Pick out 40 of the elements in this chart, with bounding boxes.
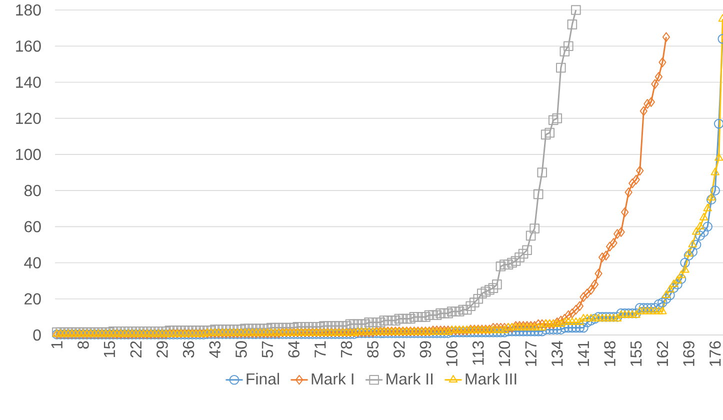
x-tick-label: 120 [498,341,510,366]
x-tick-label: 113 [472,341,484,365]
y-tick-label: 180 [16,4,41,16]
x-tick-label: 15 [104,341,116,358]
y-tick-label: 140 [16,76,41,88]
y-tick-label: 80 [24,184,41,196]
x-tick-label: 57 [262,341,274,358]
x-tick-label: 127 [525,341,536,366]
x-tick-label: 36 [182,341,194,358]
x-tick-label: 106 [446,341,458,366]
x-tick-label: 29 [156,341,168,358]
y-tick-label: 160 [16,40,41,52]
y-tick-label: 0 [33,329,41,341]
x-tick-label: 141 [578,341,589,366]
x-tick-label: 155 [630,341,642,366]
x-tick-label: 148 [604,341,616,366]
x-tick-label: 169 [683,341,694,366]
x-tick-label: 43 [209,341,220,358]
x-tick-label: 78 [340,341,352,358]
x-tick-label: 8 [78,341,89,349]
legend-label: Mark I [312,372,354,385]
legend-label: Mark II [386,372,433,385]
y-tick-label: 20 [24,293,41,305]
x-tick-label: 64 [288,340,300,358]
x-tick-label: 134 [551,340,563,366]
x-tick-label: 50 [236,341,247,358]
x-tick-label: 99 [420,341,432,358]
x-tick-label: 22 [130,341,142,358]
y-tick-label: 120 [16,112,41,124]
y-tick-label: 40 [24,257,41,268]
legend-label: Final [246,372,279,385]
x-tick-label: 162 [656,341,668,366]
legend-label: Mark III [466,372,516,385]
x-tick-label: 92 [394,341,405,358]
x-tick-label: 176 [709,341,721,366]
y-tick-label: 60 [24,221,41,232]
x-tick-label: 1 [51,341,62,348]
x-tick-label: 71 [314,341,326,358]
y-tick-label: 100 [16,148,41,160]
x-tick-label: 85 [367,341,378,358]
